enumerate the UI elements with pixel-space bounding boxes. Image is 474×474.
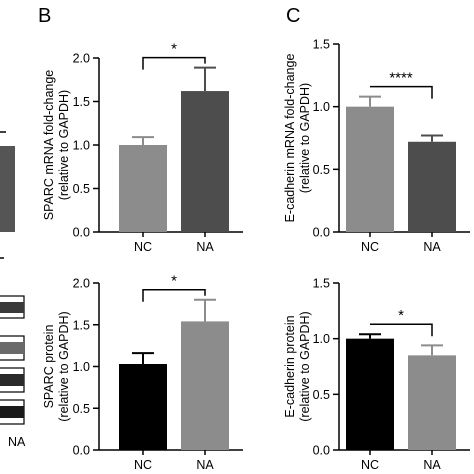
- y-tick-label: 1.0: [313, 332, 330, 346]
- significance-label: *: [171, 273, 177, 290]
- x-tick-label: NA: [423, 458, 441, 472]
- y-tick-label: 0.0: [73, 226, 90, 240]
- y-axis-label: E-cadherin protein(relative to GAPDH): [283, 311, 312, 421]
- blot-band-2: [0, 342, 24, 354]
- y-axis-label-line: (relative to GAPDH): [298, 83, 312, 193]
- y-tick-label: 0.5: [73, 182, 90, 196]
- significance-bracket: [370, 85, 433, 99]
- partial-bar: [0, 146, 15, 232]
- x-tick-label: NC: [134, 458, 152, 472]
- bar-nc: [119, 363, 167, 450]
- y-tick-label: 1.5: [73, 318, 90, 332]
- y-tick-label: 0.5: [313, 388, 330, 402]
- bar-na: [181, 321, 229, 450]
- blot-lane-label: NA: [8, 435, 26, 449]
- significance-label: ****: [389, 70, 413, 87]
- significance-label: *: [171, 41, 177, 58]
- y-axis-label-line: SPARC protein: [42, 325, 56, 409]
- bar-nc: [119, 145, 167, 232]
- y-tick-label: 2.0: [73, 277, 90, 291]
- bar-na: [408, 141, 456, 232]
- chart-ecadherin-protein: 0.0 0.5 1.0 1.5 NC NA * E-cadherin protein(rela…: [283, 277, 470, 472]
- significance-bracket: [142, 56, 206, 70]
- panel-letter-b: B: [38, 5, 51, 27]
- bar-nc: [346, 106, 394, 232]
- bar-na: [181, 91, 229, 232]
- significance-bracket: [370, 323, 433, 337]
- y-axis-label-line: SPARC mRNA fold-change: [42, 70, 56, 221]
- chart-sparc-protein: 0.0 0.5 1.0 1.5 2.0 NC NA * SPARC protein(relati…: [42, 273, 243, 472]
- y-tick-label: 0.0: [313, 444, 330, 458]
- chart-sparc-mrna: 0.0 0.5 1.0 1.5 2.0 NC NA * SPARC mRNA fold-chan…: [42, 41, 243, 254]
- y-tick-label: 0.0: [73, 444, 90, 458]
- y-axis-label-line: (relative to GAPDH): [298, 311, 312, 421]
- blot-band-1: [0, 302, 24, 313]
- y-tick-label: 1.0: [313, 100, 330, 114]
- chart-ecadherin-mrna: 0.0 0.5 1.0 1.5 NC NA **** E-cadherin mRNA fold…: [283, 38, 470, 254]
- y-tick-label: 0.5: [73, 402, 90, 416]
- y-tick-label: 1.0: [73, 360, 90, 374]
- western-blot: [0, 295, 25, 425]
- blot-band-3: [0, 374, 24, 386]
- blot-band-4: [0, 406, 24, 418]
- y-axis-label: SPARC mRNA fold-change(relative to GAPDH…: [42, 70, 71, 221]
- y-axis-label-line: (relative to GAPDH): [57, 311, 71, 421]
- bar-nc: [346, 338, 394, 450]
- x-tick-label: NC: [361, 240, 379, 254]
- y-tick-label: 1.5: [313, 38, 330, 52]
- significance-label: *: [398, 307, 404, 324]
- y-tick-label: 1.5: [73, 95, 90, 109]
- y-axis-label-line: (relative to GAPDH): [57, 90, 71, 200]
- y-tick-label: 2.0: [73, 52, 90, 66]
- x-tick-label: NA: [423, 240, 441, 254]
- y-tick-label: 1.5: [313, 277, 330, 291]
- panel-letter-c: C: [286, 5, 300, 27]
- x-tick-label: NA: [196, 458, 214, 472]
- y-axis-label: SPARC protein(relative to GAPDH): [42, 311, 71, 421]
- left-partial-panel: NA: [0, 131, 26, 449]
- y-axis-label: E-cadherin mRNA fold-change(relative to …: [283, 54, 312, 223]
- y-axis-label-line: E-cadherin protein: [283, 315, 297, 417]
- x-tick-label: NC: [361, 458, 379, 472]
- x-tick-label: NA: [196, 240, 214, 254]
- y-tick-label: 0.0: [313, 226, 330, 240]
- y-tick-label: 0.5: [313, 163, 330, 177]
- x-tick-label: NC: [134, 240, 152, 254]
- y-tick-label: 1.0: [73, 139, 90, 153]
- bar-na: [408, 355, 456, 450]
- y-axis-label-line: E-cadherin mRNA fold-change: [283, 54, 297, 223]
- significance-bracket: [142, 288, 206, 302]
